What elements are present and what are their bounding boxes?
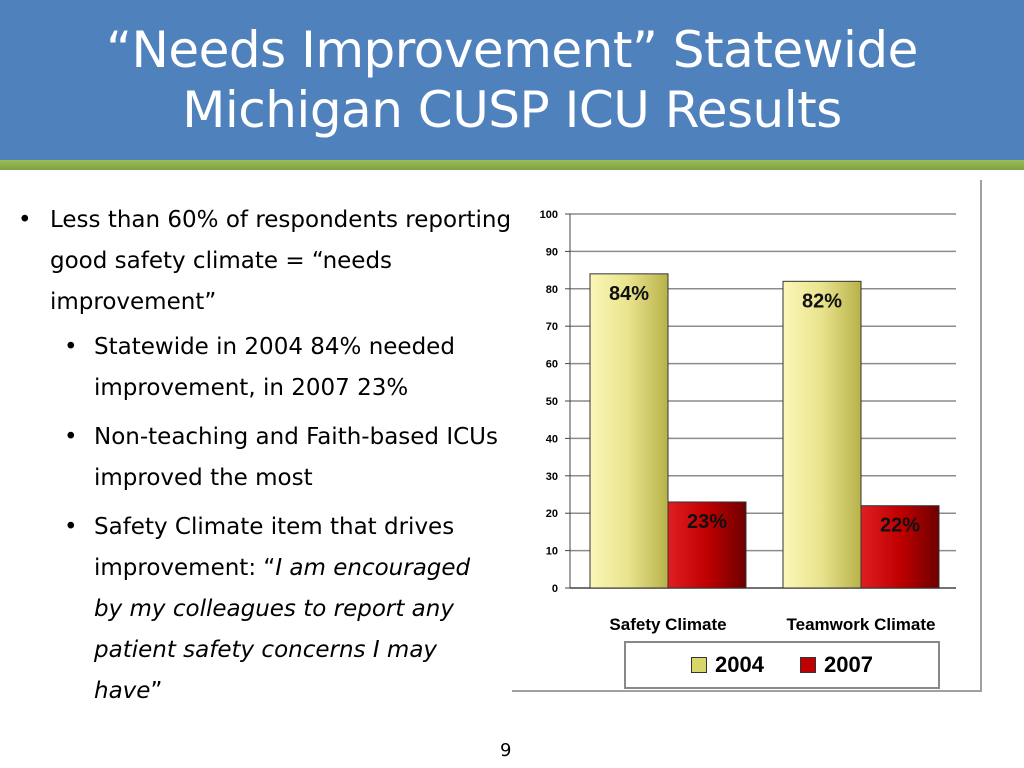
bullet-sub-3-prefix: Safety Climate item that drives improvem… xyxy=(94,514,455,581)
bar-2007-2 xyxy=(860,505,940,589)
slide-title: “Needs Improvement” Statewide Michigan C… xyxy=(86,20,938,140)
chart-legend: 2004 2007 xyxy=(624,641,940,689)
y-tick-label: 10 xyxy=(546,546,558,558)
legend-item-2007: 2007 xyxy=(800,652,873,678)
title-line-2: Michigan CUSP ICU Results xyxy=(182,81,842,139)
bullet-sub-3: Safety Climate item that drives improvem… xyxy=(14,507,514,712)
bullet-sub-1: Statewide in 2004 84% needed improvement… xyxy=(14,327,514,409)
y-tick-label: 100 xyxy=(540,209,558,221)
data-label: 82% xyxy=(802,290,842,312)
data-label: 84% xyxy=(609,283,649,305)
bullet-list: Less than 60% of respondents reporting g… xyxy=(14,200,514,720)
legend-item-2004: 2004 xyxy=(691,652,764,678)
y-tick-label: 0 xyxy=(552,583,558,595)
slide-header: “Needs Improvement” Statewide Michigan C… xyxy=(0,0,1024,160)
legend-label: 2007 xyxy=(824,652,873,677)
bullet-sub-3-suffix: ” xyxy=(150,678,163,704)
category-label: Teamwork Climate xyxy=(787,615,936,634)
chart-frame: 0 10 20 30 40 50 60 70 80 90 100 84% 23% 82% 22% Safe… xyxy=(512,180,982,692)
bar-2004-2 xyxy=(782,280,862,589)
y-tick-label: 80 xyxy=(546,284,558,296)
bullet-sub-2: Non-teaching and Faith-based ICUs improv… xyxy=(14,417,514,499)
bullet-sub-3-quote: I am encouraged by my colleagues to repo… xyxy=(94,555,471,704)
y-tick-label: 60 xyxy=(546,359,558,371)
bullet-main: Less than 60% of respondents reporting g… xyxy=(14,200,514,323)
y-tick-label: 70 xyxy=(546,321,558,333)
legend-swatch xyxy=(800,657,816,673)
title-line-1: “Needs Improvement” Statewide xyxy=(106,21,918,79)
y-tick-label: 90 xyxy=(546,246,558,258)
page-number: 9 xyxy=(500,740,512,761)
data-label: 23% xyxy=(687,511,727,533)
y-tick-label: 30 xyxy=(546,471,558,483)
bar-2007-1 xyxy=(667,501,747,589)
legend-label: 2004 xyxy=(715,652,764,677)
header-divider xyxy=(0,160,1024,170)
y-tick-label: 40 xyxy=(546,433,558,445)
data-label: 22% xyxy=(880,515,920,537)
y-tick-label: 50 xyxy=(546,396,558,408)
bar-chart: 0 10 20 30 40 50 60 70 80 90 100 84% 23% 82% 22% Safe… xyxy=(540,209,956,634)
category-label: Safety Climate xyxy=(609,615,726,634)
bar-2004-1 xyxy=(589,273,669,589)
legend-swatch xyxy=(691,657,708,673)
y-tick-label: 20 xyxy=(546,508,558,520)
